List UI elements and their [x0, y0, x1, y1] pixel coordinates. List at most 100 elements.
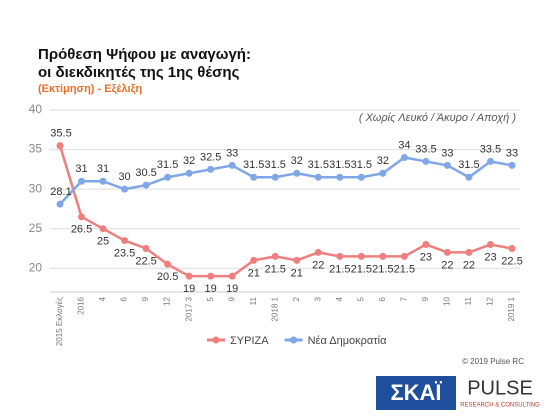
copyright: © 2019 Pulse RC [462, 357, 524, 366]
legend-swatch [212, 336, 220, 344]
legend-swatch [290, 336, 298, 344]
x-tick-label: 9 [141, 296, 150, 301]
data-label: 30.5 [135, 167, 156, 179]
data-label: 33.5 [415, 143, 436, 155]
point [508, 161, 516, 169]
point [314, 248, 322, 256]
logo: ΣΚΑΪ [390, 380, 442, 405]
point [142, 181, 150, 189]
series-line [59, 156, 513, 206]
data-label: 22.5 [135, 255, 156, 267]
x-tick-label: 6 [378, 296, 387, 301]
data-label: 30 [118, 171, 130, 183]
data-label: 31.5 [243, 159, 264, 171]
point [228, 161, 236, 169]
point [121, 185, 129, 193]
point [422, 157, 430, 165]
data-label: 32 [377, 155, 389, 167]
point [78, 177, 86, 185]
x-tick-label: 3 [313, 296, 322, 301]
chart-title: Πρόθεση Ψήφου με αναγωγή: [38, 46, 251, 63]
data-label: 20.5 [157, 271, 178, 283]
point [465, 173, 473, 181]
x-tick-label: 2017 3 [184, 296, 193, 321]
data-label: 21.5 [351, 263, 372, 275]
data-label: 35.5 [50, 128, 71, 140]
x-tick-label: 12 [486, 296, 495, 305]
data-label: 31.5 [308, 159, 329, 171]
point [336, 252, 344, 260]
point [293, 256, 301, 264]
point [121, 237, 129, 245]
point [486, 157, 494, 165]
point [357, 252, 365, 260]
data-label: 23 [484, 251, 496, 263]
point [250, 173, 258, 181]
data-label: 31.5 [329, 159, 350, 171]
data-label: 32 [291, 155, 303, 167]
data-label: 21 [248, 267, 260, 279]
data-label: 22 [463, 259, 475, 271]
x-tick-label: 9 [421, 296, 430, 301]
point [164, 260, 172, 268]
data-label: 32 [183, 155, 195, 167]
point [379, 169, 387, 177]
x-tick-label: 9 [227, 296, 236, 301]
point [357, 173, 365, 181]
data-label: 31.5 [458, 159, 479, 171]
y-tick-label: 25 [29, 221, 43, 235]
point [99, 177, 107, 185]
data-label: 31.5 [157, 159, 178, 171]
point [508, 244, 516, 252]
x-tick-label: 6 [120, 296, 129, 301]
series-line [58, 145, 513, 278]
data-label: 22 [441, 259, 453, 271]
point [207, 272, 215, 280]
data-label: 21.5 [372, 263, 393, 275]
data-label: 26.5 [71, 224, 92, 236]
data-label: 23 [420, 251, 432, 263]
point [250, 256, 258, 264]
point [185, 169, 193, 177]
point [293, 169, 301, 177]
x-tick-label: 10 [443, 296, 452, 305]
data-label: 21 [291, 267, 303, 279]
x-tick-label: 4 [335, 296, 344, 301]
data-label: 28.1 [50, 186, 71, 198]
data-label: 19 [226, 283, 238, 295]
data-label: 22.5 [501, 255, 522, 267]
data-label: 31.5 [351, 159, 372, 171]
logo: PULSE [467, 377, 533, 399]
x-tick-label: 12 [163, 296, 172, 305]
point [271, 173, 279, 181]
data-label: 25 [97, 236, 109, 248]
data-label: 33 [506, 147, 518, 159]
data-label: 21.5 [329, 263, 350, 275]
x-tick-label: 7 [399, 296, 408, 301]
data-label: 31 [97, 163, 109, 175]
legend-label: Νέα Δημοκρατία [308, 335, 387, 347]
point [271, 252, 279, 260]
logo: RESEARCH & CONSULTING [460, 403, 540, 409]
x-tick-label: 5 [356, 296, 365, 301]
x-tick-label: 2018 1 [270, 296, 279, 321]
data-label: 32.5 [200, 151, 221, 163]
point [142, 244, 150, 252]
chart-subtitle: (Εκτίμηση) - Εξέλιξη [38, 83, 143, 95]
point [56, 142, 64, 150]
y-tick-label: 40 [29, 102, 43, 116]
y-tick-label: 35 [29, 142, 43, 156]
point [443, 161, 451, 169]
point [185, 272, 193, 280]
x-tick-label: 2 [292, 296, 301, 301]
annotation: ( Χωρίς Λευκό / Άκυρο / Αποχή ) [359, 112, 516, 124]
y-tick-label: 30 [29, 181, 43, 195]
x-tick-label: 2019 1 [507, 296, 516, 321]
x-tick-label: 5 [206, 296, 215, 301]
logo-box [376, 376, 456, 410]
point [336, 173, 344, 181]
data-label: 19 [183, 283, 195, 295]
point [443, 248, 451, 256]
point [400, 252, 408, 260]
data-label: 31.5 [265, 159, 286, 171]
